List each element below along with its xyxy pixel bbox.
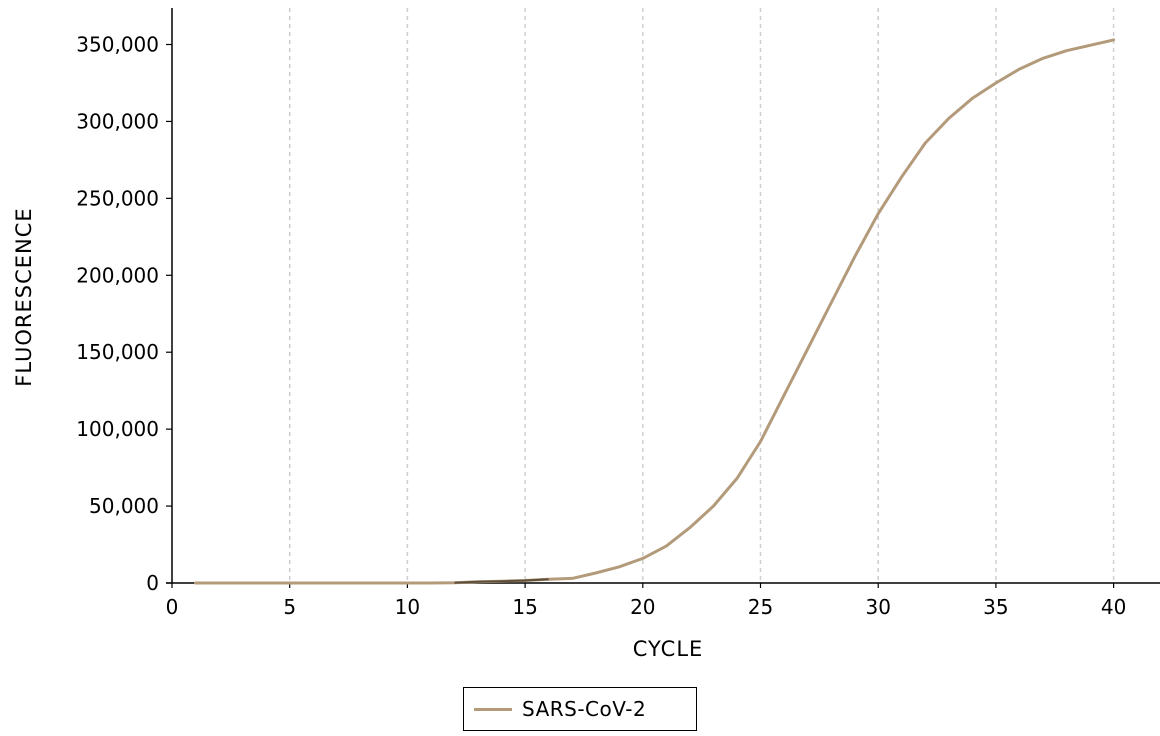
series-line-0 bbox=[194, 38, 1116, 585]
y-axis-title: FLUORESCENCE bbox=[12, 207, 36, 386]
legend: SARS-CoV-2 bbox=[463, 687, 697, 731]
x-tick-label: 5 bbox=[283, 595, 296, 619]
series-layer bbox=[194, 38, 1116, 585]
series-baseline-shadow bbox=[454, 578, 549, 584]
gridlines bbox=[288, 8, 1115, 583]
axes bbox=[166, 8, 1160, 584]
legend-label: SARS-CoV-2 bbox=[522, 697, 647, 721]
x-tick-label: 40 bbox=[1101, 595, 1126, 619]
y-tick-label: 300,000 bbox=[76, 109, 159, 133]
x-tick-label: 35 bbox=[983, 595, 1008, 619]
x-tick-label: 0 bbox=[166, 595, 179, 619]
y-tick-label: 100,000 bbox=[76, 417, 159, 441]
y-tick-label: 50,000 bbox=[89, 494, 159, 518]
y-tick-label: 200,000 bbox=[76, 263, 159, 287]
y-tick-label: 150,000 bbox=[76, 340, 159, 364]
y-tick-label: 0 bbox=[146, 571, 159, 595]
x-axis-title: CYCLE bbox=[633, 637, 704, 661]
x-tick-label: 10 bbox=[395, 595, 420, 619]
y-tick-label: 350,000 bbox=[76, 33, 159, 57]
x-tick-label: 30 bbox=[865, 595, 890, 619]
legend-swatch bbox=[474, 707, 512, 711]
x-tick-label: 25 bbox=[748, 595, 773, 619]
x-ticks: 0 5 10 15 20 25 30 35 40 bbox=[166, 583, 1126, 619]
y-ticks: 0 50,000 100,000 150,000 200,000 250,000 300,0… bbox=[76, 33, 172, 595]
x-tick-label: 20 bbox=[630, 595, 655, 619]
x-tick-label: 15 bbox=[512, 595, 537, 619]
y-tick-label: 250,000 bbox=[76, 186, 159, 210]
